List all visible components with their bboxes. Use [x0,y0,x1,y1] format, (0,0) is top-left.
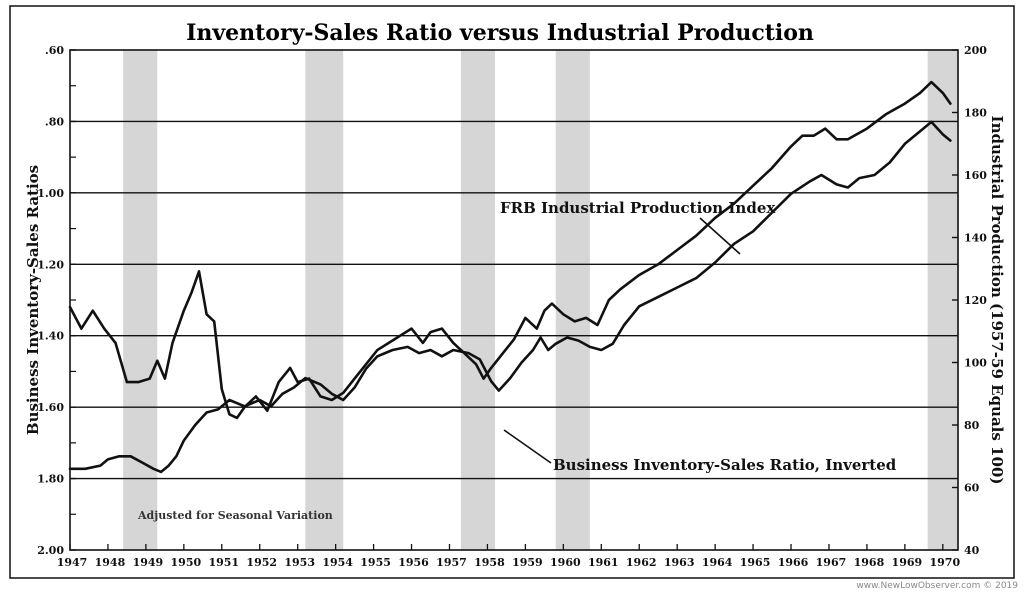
x-tick-label-0: 1947 [57,556,88,569]
x-tick-label-14: 1961 [588,556,619,569]
x-tick-label-23: 1970 [930,556,961,569]
x-tick-label-9: 1956 [398,556,429,569]
series-label-inventory: Business Inventory-Sales Ratio, Inverted [553,456,897,474]
series-line-1 [68,80,952,420]
recession-band-3 [555,50,590,550]
x-tick-label-19: 1966 [778,556,809,569]
x-axis-ticks: 1947 1948 1949 1950 1951 1952 1953 1954 1955 1956… [57,544,961,569]
series-lines [68,80,952,474]
gridlines [70,120,958,480]
watermark: www.NewLowObserver.com © 2019 [856,581,1018,591]
chart-title: Inventory-Sales Ratio versus Industrial … [186,20,814,46]
x-tick-label-2: 1949 [133,556,164,569]
x-tick-label-18: 1965 [740,556,771,569]
x-tick-label-12: 1959 [512,556,543,569]
x-tick-label-5: 1952 [246,556,277,569]
x-tick-label-3: 1950 [171,556,202,569]
x-tick-label-4: 1951 [208,556,239,569]
production-label-leader [699,217,741,255]
x-tick-label-8: 1955 [360,556,391,569]
right-tick-label-0: 40 [964,544,980,557]
right-tick-label-1: 60 [964,482,980,495]
right-tick-label-8: 200 [964,44,987,57]
series-line-0 [68,120,952,474]
inventory-label-leader [503,429,552,464]
right-tick-label-4: 120 [964,294,987,307]
left-tick-label-1: .80 [45,115,64,128]
right-axis-ticks: 40 60 80 100 120 140 160 180 200 [952,44,987,557]
left-tick-label-7: 2.00 [37,544,64,557]
series-label-production: FRB Industrial Production Index [500,199,776,217]
left-tick-label-4: 1.40 [37,330,64,343]
left-axis-label: Business Inventory-Sales Ratios [24,165,42,435]
left-tick-label-3: 1.20 [37,258,64,271]
recession-bands [123,50,958,550]
right-tick-label-7: 180 [964,107,987,120]
right-tick-label-5: 140 [964,232,987,245]
figure-border [9,5,1015,579]
x-tick-label-22: 1969 [892,556,923,569]
left-tick-label-6: 1.80 [37,473,64,486]
x-tick-label-10: 1957 [436,556,467,569]
x-tick-label-13: 1960 [550,556,581,569]
x-tick-label-15: 1962 [626,556,657,569]
x-tick-label-11: 1958 [474,556,505,569]
recession-band-0 [123,50,158,550]
x-tick-label-20: 1967 [816,556,847,569]
right-tick-label-2: 80 [964,419,980,432]
x-tick-label-16: 1963 [664,556,695,569]
recession-band-2 [460,50,496,550]
left-axis-ticks: .60 .80 1.00 1.20 1.40 1.60 1.80 2.00 [37,44,76,557]
x-tick-label-21: 1968 [854,556,885,569]
left-tick-label-5: 1.60 [37,401,64,414]
x-tick-label-7: 1954 [322,556,353,569]
left-tick-label-2: 1.00 [37,187,64,200]
right-axis-label: Industrial Production (1957-59 Equals 10… [988,116,1006,485]
seasonal-note: Adjusted for Seasonal Variation [137,509,333,522]
x-tick-label-17: 1964 [702,556,733,569]
left-tick-label-0: .60 [45,44,64,57]
right-tick-label-3: 100 [964,357,987,370]
recession-band-1 [305,50,344,550]
x-tick-label-6: 1953 [284,556,315,569]
x-tick-label-1: 1948 [95,556,126,569]
right-tick-label-6: 160 [964,169,987,182]
